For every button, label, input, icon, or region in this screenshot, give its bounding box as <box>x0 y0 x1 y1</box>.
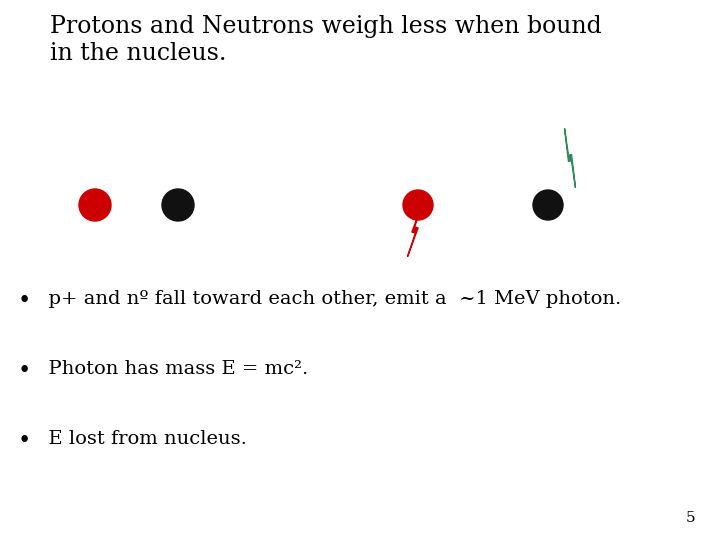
Text: •: • <box>18 430 31 452</box>
Text: Photon has mass E = mc².: Photon has mass E = mc². <box>36 360 308 378</box>
Text: •: • <box>18 290 31 312</box>
Text: 5: 5 <box>685 511 695 525</box>
Text: Protons and Neutrons weigh less when bound
in the nucleus.: Protons and Neutrons weigh less when bou… <box>50 15 602 65</box>
Circle shape <box>533 190 563 220</box>
Circle shape <box>403 190 433 220</box>
Text: p+ and nº fall toward each other, emit a  ~1 MeV photon.: p+ and nº fall toward each other, emit a… <box>36 290 621 308</box>
Polygon shape <box>408 204 423 256</box>
Text: E lost from nucleus.: E lost from nucleus. <box>36 430 247 448</box>
Circle shape <box>79 189 111 221</box>
Circle shape <box>162 189 194 221</box>
Polygon shape <box>564 129 575 187</box>
Text: •: • <box>18 360 31 382</box>
